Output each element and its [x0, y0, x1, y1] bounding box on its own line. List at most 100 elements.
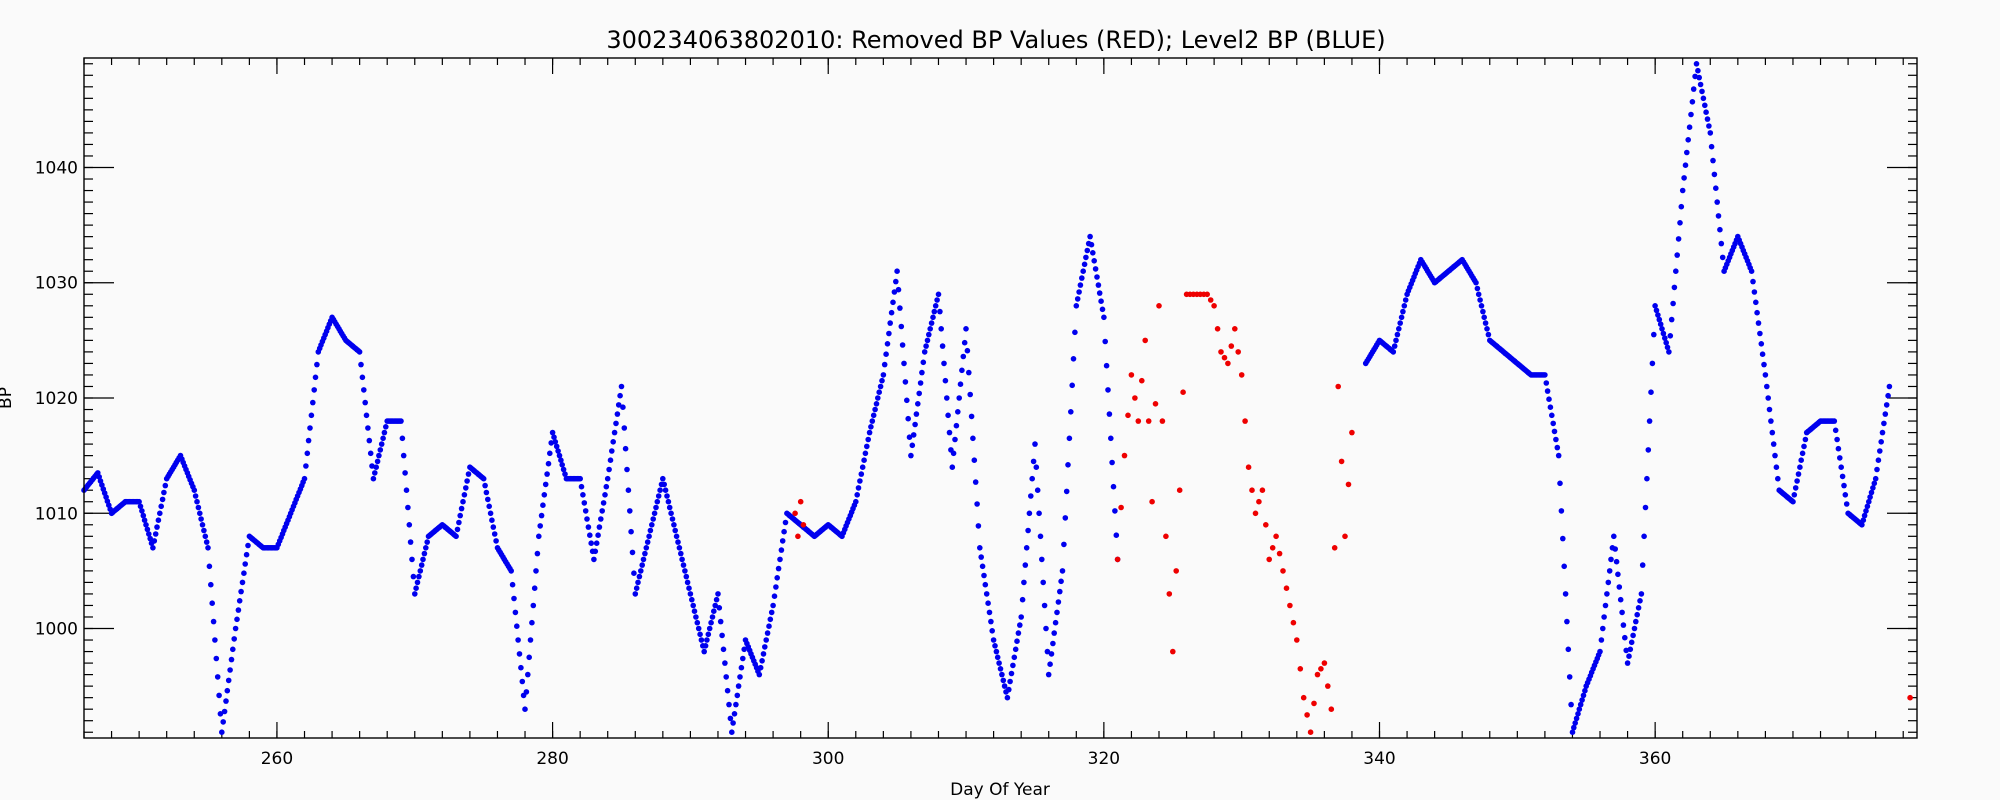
level2-bp-point — [150, 545, 156, 551]
level2-bp-point — [1001, 683, 1008, 689]
level2-bp-point — [1834, 436, 1840, 443]
level2-bp-point — [1549, 412, 1555, 419]
level2-bp-point — [775, 565, 782, 572]
removed-bp-point — [1318, 666, 1324, 672]
level2-bp-point — [227, 667, 233, 673]
level2-bp-point — [230, 646, 236, 653]
level2-bp-point — [593, 540, 600, 546]
level2-bp-point — [865, 436, 871, 443]
level2-bp-point — [458, 505, 465, 512]
removed-bp-point — [1300, 694, 1307, 701]
level2-bp-point — [1863, 508, 1869, 514]
level2-bp-point — [1554, 444, 1561, 451]
removed-bp-point — [1294, 637, 1300, 643]
level2-bp-point — [1043, 625, 1049, 632]
level2-bp-point — [1878, 439, 1884, 445]
level2-bp-point — [662, 487, 669, 494]
level2-bp-point — [1659, 326, 1665, 332]
level2-bp-point — [689, 596, 695, 603]
level2-bp-point — [1579, 697, 1585, 703]
level2-bp-point — [1679, 187, 1686, 194]
level2-bp-point — [582, 508, 589, 514]
level2-bp-point — [1769, 429, 1776, 436]
level2-bp-point — [879, 377, 885, 384]
level2-bp-point — [1087, 233, 1093, 240]
removed-bp-point — [1249, 487, 1255, 494]
level2-bp-point — [857, 478, 863, 484]
level2-bp-point — [1569, 729, 1576, 735]
level2-bp-point — [1544, 388, 1551, 394]
level2-bp-point — [403, 487, 410, 494]
level2-bp-point — [1622, 634, 1628, 641]
level2-bp-point — [1674, 252, 1680, 258]
level2-bp-point — [1693, 61, 1700, 67]
level2-bp-point — [1670, 300, 1676, 307]
x-tick-label: 320 — [1088, 749, 1120, 769]
level2-bp-point — [930, 314, 936, 321]
level2-bp-point — [580, 492, 586, 498]
level2-bp-point — [1663, 339, 1669, 346]
level2-bp-point — [1802, 436, 1809, 443]
level2-bp-point — [990, 637, 997, 643]
level2-bp-point — [657, 487, 663, 494]
level2-bp-point — [1019, 596, 1026, 603]
level2-bp-point — [1764, 383, 1770, 390]
level2-bp-point — [726, 701, 732, 708]
removed-bp-point — [1118, 504, 1124, 511]
level2-bp-point — [866, 429, 873, 436]
level2-bp-point — [1555, 452, 1562, 459]
axis-ticks — [83, 58, 1917, 738]
level2-bp-point — [1398, 314, 1405, 321]
level2-bp-point — [770, 602, 776, 609]
level2-bp-point — [424, 539, 431, 545]
level2-bp-point — [764, 630, 771, 636]
level2-bp-point — [376, 452, 382, 459]
level2-bp-point — [638, 568, 644, 574]
level2-bp-point — [1575, 711, 1581, 717]
level2-bp-point — [1047, 661, 1053, 667]
level2-bp-point — [463, 485, 469, 491]
level2-bp-point — [944, 395, 950, 401]
level2-bp-point — [671, 522, 677, 528]
level2-bp-point — [1098, 298, 1104, 305]
removed-bp-point — [1287, 602, 1293, 609]
level2-bp-point — [399, 435, 406, 442]
level2-bp-point — [1866, 498, 1872, 505]
level2-bp-point — [676, 545, 683, 551]
axis-tick-labels: 260 280 300 320 340 360 1000 1010 1020 1030 1040 — [35, 158, 1672, 769]
level2-bp-point — [1754, 309, 1760, 316]
level2-bp-point — [734, 692, 741, 699]
level2-bp-point — [926, 331, 932, 338]
level2-bp-point — [935, 291, 942, 298]
level2-bp-point — [916, 390, 922, 397]
level2-bp-point — [1707, 130, 1714, 136]
level2-bp-point — [632, 591, 639, 597]
removed-bp-point — [792, 510, 798, 517]
level2-bp-point — [1708, 143, 1715, 150]
level2-bp-point — [1112, 508, 1118, 514]
level2-bp-point — [615, 402, 622, 408]
level2-bp-point — [621, 425, 628, 431]
level2-bp-point — [1631, 625, 1638, 632]
level2-bp-point — [225, 677, 232, 684]
level2-bp-point — [1025, 527, 1031, 534]
level2-bp-point — [1561, 563, 1567, 570]
level2-bp-point — [708, 619, 714, 626]
level2-bp-point — [1080, 268, 1086, 275]
level2-bp-point — [493, 538, 499, 544]
level2-bp-point — [1553, 436, 1559, 443]
level2-bp-point — [154, 524, 160, 530]
level2-bp-point — [982, 581, 989, 588]
level2-bp-point — [206, 563, 213, 570]
level2-bp-point — [880, 372, 887, 378]
level2-bp-point — [957, 381, 964, 388]
level2-bp-point — [599, 508, 605, 514]
level2-bp-point — [687, 591, 694, 597]
level2-bp-point — [487, 510, 494, 517]
level2-bp-point — [1088, 241, 1095, 248]
removed-bp-point — [1228, 343, 1235, 349]
removed-bp-point — [1170, 648, 1176, 655]
level2-bp-point — [773, 584, 779, 590]
level2-bp-point — [1717, 226, 1723, 233]
level2-bp-point — [704, 637, 710, 643]
